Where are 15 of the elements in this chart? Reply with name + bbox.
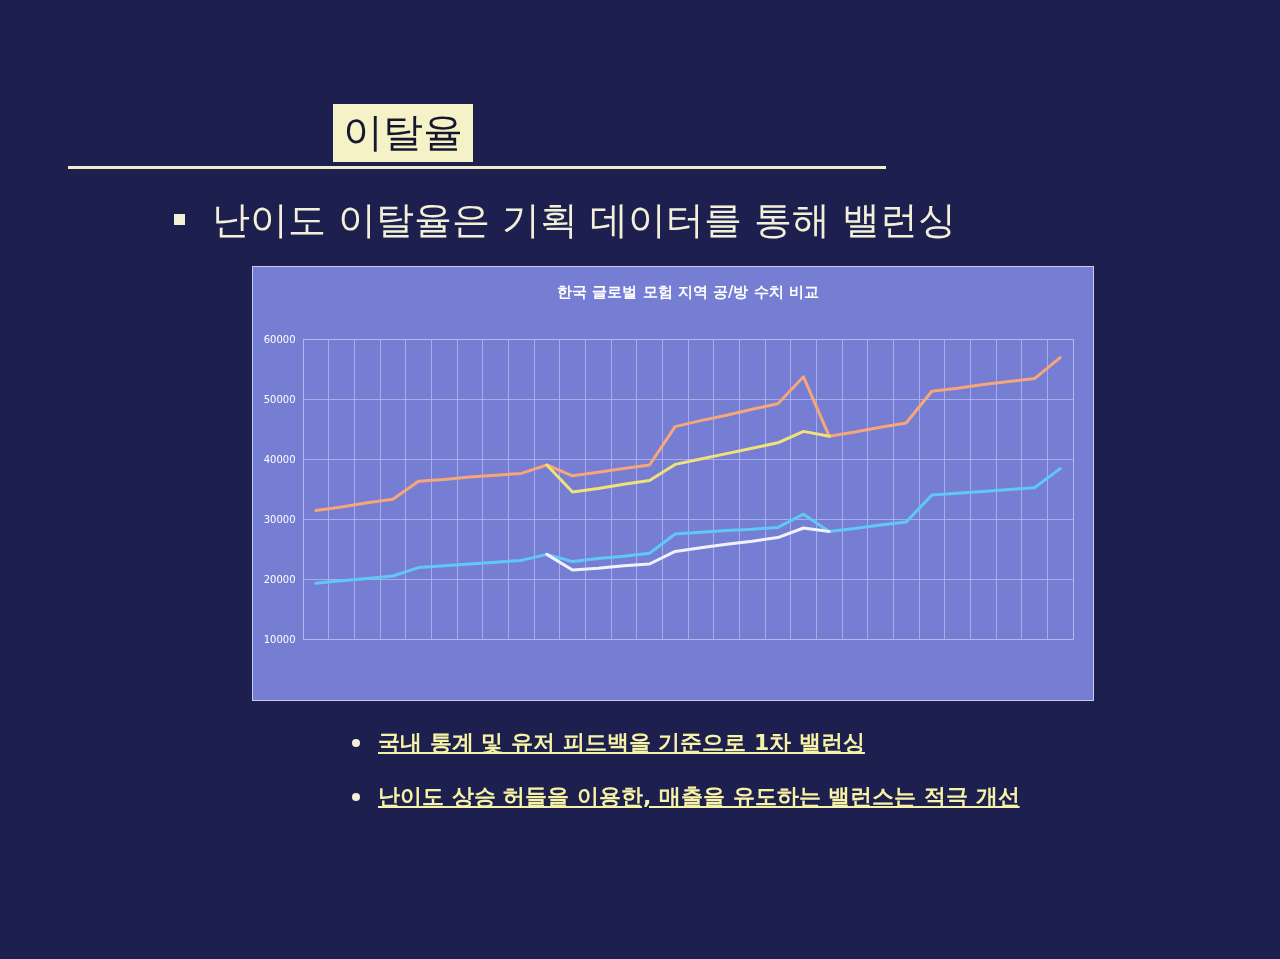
line-series [314, 356, 1062, 513]
text: 난이도 이탈율은 기획 데이터를 통해 밸런싱 [212, 197, 957, 244]
chart-title: 한국 글로벌 모험 지역 공/방 수치 비교 [557, 283, 819, 301]
text: 국내 통계 및 유저 피드백을 기준으로 1차 밸런싱 [378, 729, 865, 757]
line-series [314, 467, 1062, 585]
line-series [545, 429, 831, 494]
y-tick-label: 30000 [263, 513, 296, 525]
y-tick-label: 20000 [263, 573, 296, 585]
text: 난이도 상승 허들을 이용한, 매출을 유도하는 밸런스는 적극 개선 [378, 783, 1020, 811]
y-tick-label: 10000 [263, 633, 296, 645]
y-tick-label: 60000 [263, 333, 296, 345]
text: 이탈율 [333, 104, 473, 162]
line-series [545, 526, 831, 572]
y-tick-label: 50000 [263, 393, 296, 405]
y-tick-label: 40000 [263, 453, 296, 465]
